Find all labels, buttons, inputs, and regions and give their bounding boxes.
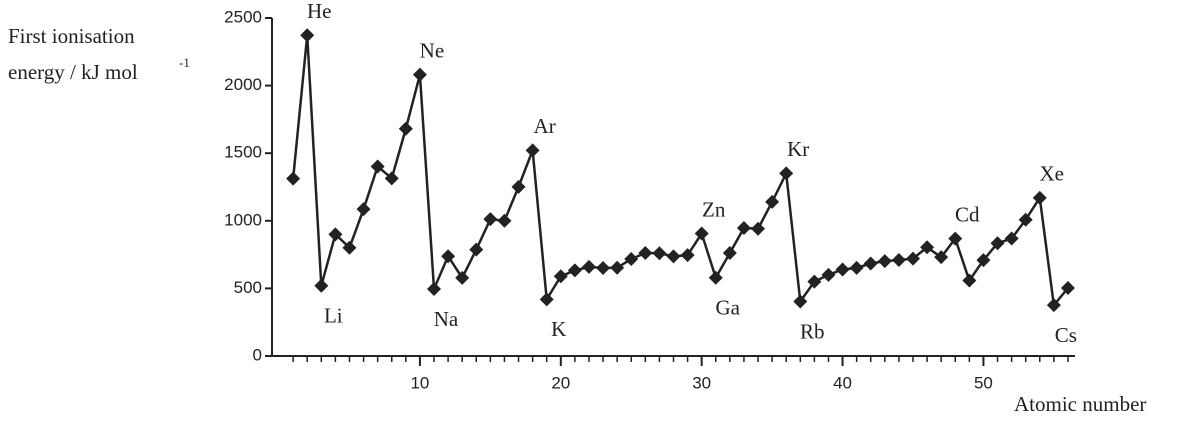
data-point (497, 213, 512, 228)
data-point (638, 245, 653, 260)
data-point (849, 260, 864, 275)
data-point (920, 240, 935, 255)
y-tick-label: 2500 (224, 7, 262, 26)
data-point (553, 269, 568, 284)
data-point (990, 236, 1005, 251)
element-label: Ar (534, 114, 556, 138)
data-point (427, 281, 442, 296)
data-point (525, 143, 540, 158)
y-tick-label: 500 (234, 278, 262, 297)
element-label: Rb (800, 319, 825, 343)
element-label: K (551, 317, 566, 341)
data-point (1060, 280, 1075, 295)
element-label: Ne (420, 38, 445, 62)
data-point (483, 212, 498, 227)
data-point (736, 220, 751, 235)
data-point (680, 248, 695, 263)
data-point (286, 171, 301, 186)
data-point (300, 28, 315, 43)
element-label: Xe (1040, 162, 1065, 186)
data-point (666, 249, 681, 264)
element-label: Na (434, 307, 459, 331)
data-point (398, 121, 413, 136)
data-point (1046, 298, 1061, 313)
data-point (1018, 212, 1033, 227)
element-label: Cd (955, 202, 980, 226)
data-point (821, 267, 836, 282)
x-tick-label: 10 (410, 373, 429, 392)
data-point (905, 251, 920, 266)
data-point (1004, 231, 1019, 246)
data-point (384, 171, 399, 186)
data-point (441, 249, 456, 264)
x-axis-label: Atomic number (1014, 392, 1146, 416)
x-tick-label: 30 (692, 373, 711, 392)
data-point (863, 256, 878, 271)
data-point (455, 270, 470, 285)
data-point (793, 294, 808, 309)
y-tick-label: 1500 (224, 143, 262, 162)
data-point (807, 274, 822, 289)
y-tick-label: 2000 (224, 75, 262, 94)
data-point (581, 259, 596, 274)
data-point (652, 246, 667, 261)
data-point (328, 227, 343, 242)
data-point (765, 194, 780, 209)
data-point (412, 67, 427, 82)
data-line (291, 35, 1069, 309)
element-label: Li (324, 304, 343, 328)
element-label: Zn (702, 197, 726, 221)
element-label: Ga (716, 296, 741, 320)
y-tick-label: 0 (253, 345, 262, 364)
data-point (342, 240, 357, 255)
x-tick-label: 40 (833, 373, 852, 392)
data-point (962, 273, 977, 288)
data-point (624, 252, 639, 267)
data-point (891, 253, 906, 268)
data-point (469, 242, 484, 257)
y-axis-label: energy / kJ mol (8, 60, 138, 84)
data-point (722, 245, 737, 260)
data-point (948, 231, 963, 246)
data-point (567, 263, 582, 278)
data-point (934, 250, 949, 265)
data-point (1032, 190, 1047, 205)
data-point (356, 202, 371, 217)
data-point (779, 166, 794, 181)
element-label: Cs (1055, 323, 1077, 347)
element-label: He (307, 0, 332, 23)
data-point (751, 221, 766, 236)
data-point (694, 226, 709, 241)
data-point (976, 253, 991, 268)
y-axis-label-superscript: -1 (179, 55, 190, 70)
data-point (596, 260, 611, 275)
data-point (610, 260, 625, 275)
x-tick-label: 50 (974, 373, 993, 392)
x-tick-label: 20 (551, 373, 570, 392)
data-point (835, 262, 850, 277)
data-point (708, 270, 723, 285)
y-axis-label: First ionisation (8, 24, 135, 48)
data-point (877, 254, 892, 269)
data-point (511, 179, 526, 194)
y-tick-label: 1000 (224, 210, 262, 229)
data-point (370, 159, 385, 174)
data-point (314, 278, 329, 293)
element-label: Kr (787, 137, 809, 161)
data-point (539, 292, 554, 307)
